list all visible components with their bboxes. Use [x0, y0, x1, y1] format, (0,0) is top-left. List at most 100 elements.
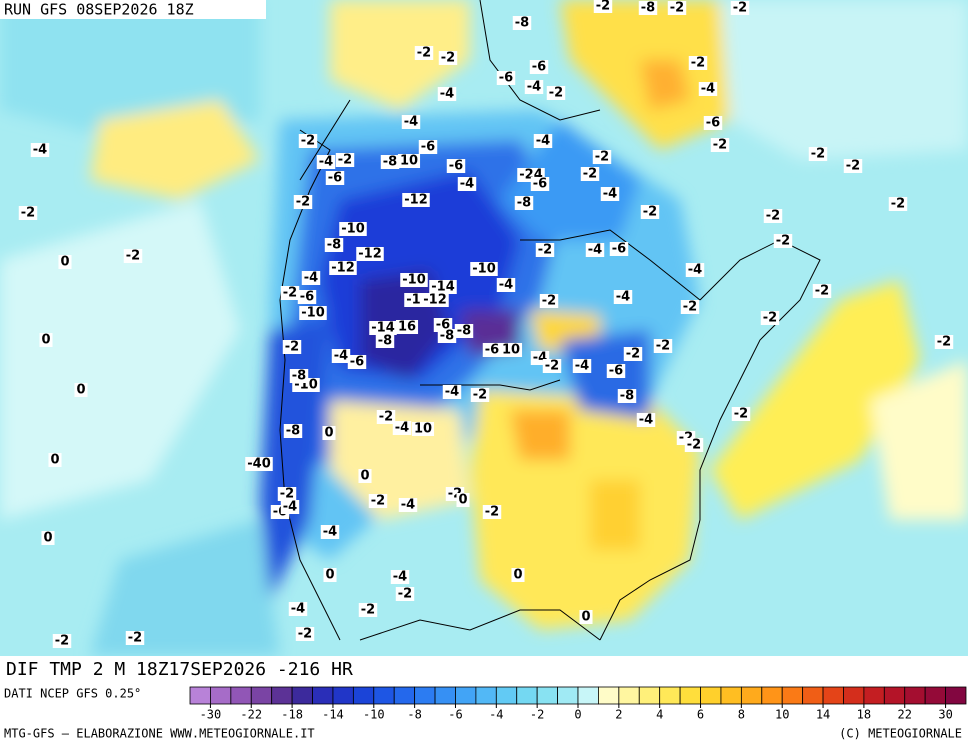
contour-label: -4 [440, 87, 454, 102]
footer-right: (C) METEOGIORNALE [839, 727, 962, 741]
contour-label-box [535, 243, 555, 257]
contour-label-box [398, 498, 418, 512]
contour-label: -2 [766, 209, 780, 224]
contour-label: -2 [417, 46, 431, 61]
contour-label: -4 [445, 385, 459, 400]
contour-label: -14 [431, 280, 455, 295]
colorbar-swatch [822, 686, 844, 705]
colorbar-tick-label: -2 [530, 708, 544, 722]
contour-label-box [322, 426, 336, 440]
contour-label: -4 [404, 115, 418, 130]
colorbar-swatch [945, 686, 967, 705]
contour-label: -4 [639, 413, 653, 428]
contour-label: -12 [358, 247, 382, 262]
contour-label-box [511, 568, 525, 582]
contour-label: -2 [815, 284, 829, 299]
contour-label: -6 [328, 171, 342, 186]
colorbar-tick-label: -10 [363, 708, 385, 722]
contour-label-box [437, 87, 457, 101]
contour-label-box [606, 364, 626, 378]
contour-label-box [457, 177, 477, 191]
contour-label-box [335, 153, 355, 167]
colorbar-swatch [740, 686, 763, 705]
contour-label: 0 [41, 333, 50, 348]
contour-label-box [773, 234, 793, 248]
contour-label: -2 [298, 627, 312, 642]
contour-label-box [482, 505, 502, 519]
contour-label-box [293, 195, 313, 209]
contour-label: -4 [401, 498, 415, 513]
title-box [0, 656, 460, 684]
contour-label: -8 [517, 196, 531, 211]
colorbar-tick-label: 30 [938, 708, 952, 722]
footer-left: MTG-GFS — ELABORAZIONE WWW.METEOGIORNALE… [4, 727, 315, 741]
contour-label: -4 [499, 278, 513, 293]
colorbar-swatch [495, 686, 518, 705]
contour-label: -2 [296, 195, 310, 210]
contour-label-box [454, 324, 474, 338]
contour-label-box [325, 171, 345, 185]
contour-label-box [617, 389, 637, 403]
contour-label: 0 [43, 531, 52, 546]
contour-label-box [400, 273, 428, 287]
contour-label-box [812, 284, 832, 298]
contour-label: -2 [485, 505, 499, 520]
contour-label-box [297, 290, 317, 304]
contour-label-box [289, 369, 309, 383]
contour-label-box [685, 263, 705, 277]
contour-label: -4 [616, 290, 630, 305]
contour-label: -2 [21, 206, 35, 221]
contour-label-box [339, 222, 367, 236]
contour-label: -2 [846, 159, 860, 174]
contour-label-box [572, 359, 592, 373]
contour-label: -8 [515, 16, 529, 31]
contour-label-box [613, 290, 633, 304]
contour-label: 0 [76, 383, 85, 398]
colorbar-swatch [291, 686, 313, 705]
contour-label-box [358, 603, 378, 617]
colorbar-tick-label: 2 [615, 708, 622, 722]
contour-label: -6 [485, 343, 499, 358]
contour-label-box [48, 453, 62, 467]
contour-label-box [402, 193, 430, 207]
contour-label: -12 [423, 293, 447, 308]
map-field [0, 0, 968, 656]
contour-label-box [580, 167, 600, 181]
contour-label: 0 [360, 469, 369, 484]
colorbar-swatch [230, 686, 252, 705]
contour-label: -6 [300, 290, 314, 305]
contour-label-box [539, 294, 559, 308]
contour-label-box [684, 438, 704, 452]
colorbar-swatch [210, 686, 232, 705]
contour-label: -2 [361, 603, 375, 618]
contour-label: -2 [626, 347, 640, 362]
colorbar-tick-label: -14 [322, 708, 344, 722]
contour-label: -6 [612, 242, 626, 257]
contour-label-box [395, 587, 415, 601]
contour-label: -2 [734, 407, 748, 422]
contour-label-box [39, 333, 53, 347]
colorbar-swatch [924, 686, 946, 705]
contour-label: -10 [341, 222, 365, 237]
contour-label-box [638, 1, 658, 15]
colorbar-tick-label: 8 [738, 708, 745, 722]
colorbar-swatch [312, 686, 334, 705]
colorbar-swatch [863, 686, 885, 705]
contour-label: -12 [404, 193, 428, 208]
colorbar-swatch [455, 686, 477, 705]
contour-label-box [282, 340, 302, 354]
colorbar-swatch [883, 686, 906, 705]
contour-label-box [680, 300, 700, 314]
contour-label-box [593, 0, 613, 13]
contour-label-box [470, 388, 490, 402]
contour-label-box [446, 159, 466, 173]
contour-label: -4 [527, 80, 541, 95]
colorbar-swatch [250, 686, 273, 705]
contour-label-box [609, 242, 629, 256]
contour-label: -4 [334, 349, 348, 364]
contour-label-box [375, 334, 395, 348]
contour-label-box [376, 410, 396, 424]
contour-label: 10 [400, 154, 418, 169]
colorbar-swatch [843, 686, 865, 705]
colorbar-tick-label: 4 [656, 708, 663, 722]
